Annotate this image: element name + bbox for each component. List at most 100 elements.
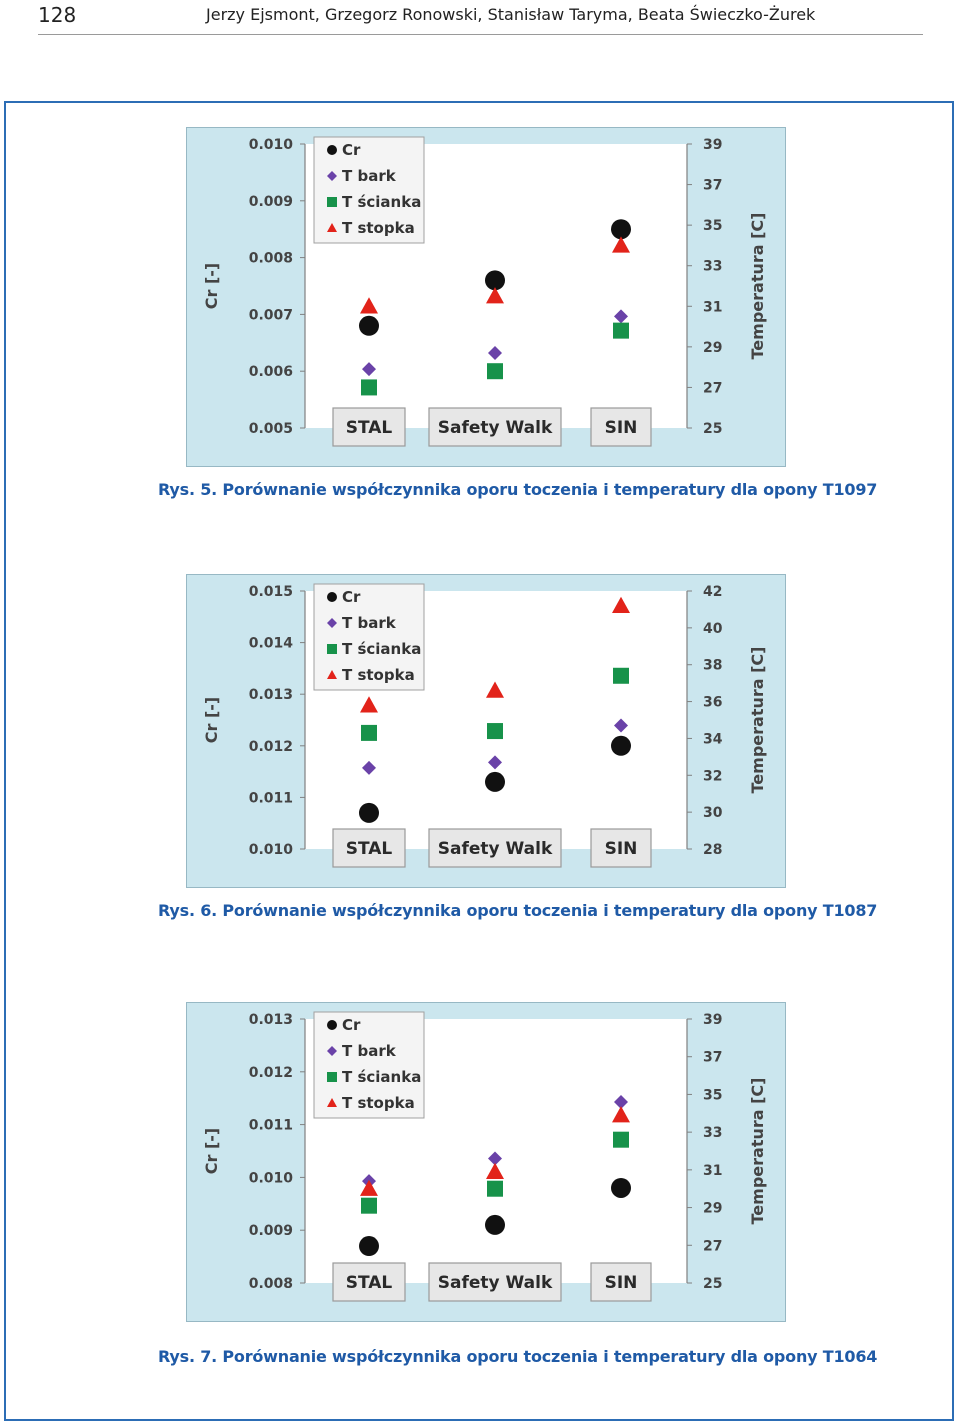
legend-marker-t-scianka — [327, 644, 337, 654]
data-point-t-scianka — [361, 379, 377, 396]
right-tick-label: 42 — [703, 584, 722, 600]
left-tick-label: 0.012 — [249, 1065, 293, 1081]
category-label-sin: SIN — [605, 418, 638, 438]
right-tick-label: 25 — [703, 1276, 722, 1292]
left-tick-label: 0.007 — [249, 307, 293, 323]
right-tick-label: 25 — [703, 421, 722, 437]
data-point-t-scianka — [487, 723, 503, 740]
right-tick-label: 39 — [703, 1012, 722, 1028]
data-point-cr — [485, 1214, 505, 1235]
data-point-cr — [611, 735, 631, 756]
data-point-t-scianka — [613, 322, 629, 339]
legend-label-t-stopka: T stopka — [342, 219, 415, 237]
legend-marker-cr — [327, 145, 337, 155]
figure-6-caption: Rys. 6. Porównanie współczynnika oporu t… — [158, 901, 878, 920]
left-tick-label: 0.008 — [249, 251, 293, 267]
category-box-stal — [332, 1262, 406, 1302]
data-point-t-stopka — [612, 236, 630, 253]
data-point-t-scianka — [487, 1180, 503, 1197]
left-tick-label: 0.009 — [249, 194, 293, 210]
right-tick-label: 33 — [703, 259, 722, 275]
data-point-t-scianka — [361, 724, 377, 741]
left-tick-label: 0.006 — [249, 364, 293, 380]
data-point-cr — [359, 315, 379, 336]
category-label-safety-walk: Safety Walk — [438, 839, 553, 859]
page-authors: Jerzy Ejsmont, Grzegorz Ronowski, Stanis… — [206, 5, 816, 24]
data-point-t-stopka — [360, 297, 378, 314]
right-tick-label: 39 — [703, 137, 722, 153]
legend-marker-cr — [327, 592, 337, 602]
category-box-stal — [332, 407, 406, 447]
right-tick-label: 34 — [703, 731, 723, 747]
right-tick-label: 36 — [703, 695, 722, 711]
legend: Cr T bark T ścianka T stopka — [313, 583, 425, 691]
left-tick-label: 0.014 — [249, 636, 294, 652]
legend-marker-t-scianka — [327, 1072, 337, 1082]
data-point-t-stopka — [360, 696, 378, 713]
page-header: 128 Jerzy Ejsmont, Grzegorz Ronowski, St… — [38, 0, 923, 35]
legend-label-t-stopka: T stopka — [342, 666, 415, 684]
right-tick-label: 37 — [703, 178, 722, 194]
legend-marker-t-scianka — [327, 197, 337, 207]
data-point-t-bark — [488, 1151, 502, 1166]
category-box-sin — [590, 828, 652, 868]
right-tick-label: 38 — [703, 658, 722, 674]
figure-7-chart: 0.013 0.012 0.011 0.010 0.009 0.008 39 37 35 33 31… — [186, 1002, 786, 1322]
left-tick-label: 0.008 — [249, 1276, 293, 1292]
left-tick-label: 0.013 — [249, 1012, 293, 1028]
data-point-cr — [611, 1177, 631, 1198]
legend-label-t-scianka: T ścianka — [342, 640, 421, 658]
data-point-cr — [359, 1236, 379, 1257]
right-tick-label: 35 — [703, 1087, 722, 1103]
category-box-safety-walk — [428, 828, 562, 868]
legend-label-t-bark: T bark — [342, 614, 397, 632]
right-tick-label: 35 — [703, 218, 722, 234]
right-tick-label: 40 — [703, 621, 723, 637]
y2-axis-title: Temperatura [C] — [748, 213, 767, 360]
data-point-t-stopka — [612, 596, 630, 613]
legend-marker-t-stopka — [327, 223, 337, 232]
right-tick-label: 31 — [703, 1163, 722, 1179]
left-tick-label: 0.012 — [249, 739, 293, 755]
data-point-t-bark — [614, 309, 628, 324]
right-tick-label: 31 — [703, 299, 722, 315]
data-point-t-scianka — [487, 363, 503, 380]
legend-marker-cr — [327, 1020, 337, 1030]
category-box-safety-walk — [428, 1262, 562, 1302]
category-label-sin: SIN — [605, 1273, 638, 1293]
legend-label-t-bark: T bark — [342, 1042, 397, 1060]
data-point-t-stopka — [360, 1179, 378, 1196]
legend-marker-t-bark — [327, 171, 337, 181]
legend-label-cr: Cr — [342, 141, 361, 159]
legend: Cr T bark T ścianka T stopka — [313, 1011, 425, 1119]
data-point-t-stopka — [486, 681, 504, 698]
legend-label-cr: Cr — [342, 588, 361, 606]
y-axis-title: Cr [-] — [202, 1128, 221, 1174]
data-point-t-stopka — [612, 1106, 630, 1123]
legend-label-t-stopka: T stopka — [342, 1094, 415, 1112]
right-tick-label: 30 — [703, 805, 723, 821]
left-tick-label: 0.013 — [249, 687, 293, 703]
figure-5-caption: Rys. 5. Porównanie współczynnika oporu t… — [158, 480, 878, 499]
right-tick-label: 33 — [703, 1125, 722, 1141]
y-axis-title: Cr [-] — [202, 697, 221, 743]
legend-marker-t-stopka — [327, 670, 337, 679]
y-axis-title: Cr [-] — [202, 263, 221, 309]
legend-label-cr: Cr — [342, 1016, 361, 1034]
left-tick-label: 0.010 — [249, 1170, 294, 1186]
figure-7-caption: Rys. 7. Porównanie współczynnika oporu t… — [158, 1347, 878, 1366]
category-box-sin — [590, 1262, 652, 1302]
left-tick-label: 0.010 — [249, 137, 294, 153]
right-tick-label: 37 — [703, 1050, 722, 1066]
left-tick-label: 0.005 — [249, 421, 293, 437]
data-point-t-stopka — [486, 287, 504, 304]
data-point-cr — [485, 270, 505, 291]
left-tick-label: 0.010 — [249, 842, 294, 858]
legend-label-t-scianka: T ścianka — [342, 1068, 421, 1086]
legend-marker-t-bark — [327, 618, 337, 628]
right-tick-label: 27 — [703, 380, 722, 396]
legend-marker-t-bark — [327, 1046, 337, 1056]
left-tick-label: 0.015 — [249, 584, 293, 600]
right-tick-label: 32 — [703, 768, 722, 784]
y2-axis-title: Temperatura [C] — [748, 647, 767, 794]
